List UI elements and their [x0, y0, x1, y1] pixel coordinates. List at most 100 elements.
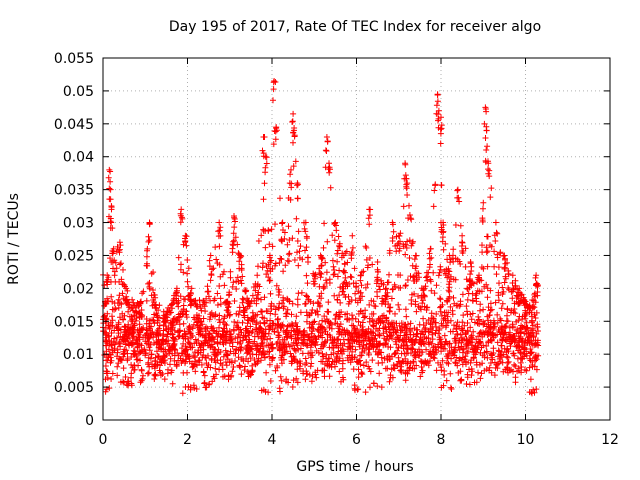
- data-point: [181, 328, 188, 335]
- data-point: [387, 304, 394, 311]
- data-point: [495, 327, 502, 333]
- data-point: [494, 311, 501, 318]
- data-point: [510, 333, 517, 340]
- data-point: [326, 169, 333, 176]
- data-point: [435, 330, 442, 337]
- data-point: [109, 370, 116, 377]
- data-point: [272, 221, 278, 228]
- data-point: [123, 329, 130, 336]
- data-point: [336, 368, 343, 375]
- data-point: [352, 290, 359, 297]
- data-point: [497, 352, 504, 359]
- data-point: [154, 348, 160, 355]
- data-point: [302, 247, 308, 254]
- data-point: [137, 349, 144, 356]
- data-point: [325, 166, 332, 172]
- data-point: [214, 290, 221, 297]
- data-point: [421, 293, 428, 300]
- data-point: [313, 374, 320, 381]
- data-point: [403, 245, 410, 251]
- data-point: [527, 376, 534, 383]
- data-point: [483, 249, 490, 256]
- data-point: [130, 347, 137, 354]
- data-point: [268, 300, 275, 307]
- data-point: [404, 192, 411, 198]
- data-point: [372, 303, 379, 310]
- data-point: [409, 262, 416, 269]
- data-point: [220, 319, 227, 326]
- data-point: [129, 318, 136, 325]
- data-point: [118, 301, 125, 308]
- data-point: [314, 299, 321, 306]
- data-point: [286, 329, 292, 336]
- data-point: [303, 244, 310, 251]
- data-point: [507, 343, 514, 350]
- data-point: [459, 250, 466, 256]
- data-point: [269, 354, 276, 361]
- data-point: [105, 174, 112, 181]
- data-point: [180, 340, 187, 347]
- data-point: [392, 350, 399, 357]
- data-point: [373, 325, 379, 332]
- x-tick-label: 12: [601, 432, 619, 448]
- data-point: [146, 279, 153, 286]
- data-point: [284, 306, 291, 313]
- data-point: [103, 368, 110, 375]
- data-point: [402, 161, 409, 168]
- data-point: [133, 302, 140, 308]
- data-point: [377, 340, 384, 347]
- data-point: [439, 234, 446, 241]
- data-point: [357, 277, 364, 284]
- data-point: [114, 346, 121, 353]
- y-tick-label: 0.045: [54, 117, 94, 133]
- data-point: [213, 371, 220, 378]
- data-point: [402, 282, 409, 289]
- data-point: [294, 182, 300, 189]
- y-axis-label: ROTI / TECUs: [6, 193, 22, 285]
- data-point: [501, 279, 508, 286]
- data-point: [333, 342, 340, 349]
- data-point: [518, 369, 525, 376]
- data-point: [418, 341, 425, 348]
- data-point: [239, 295, 246, 302]
- data-point: [109, 247, 116, 254]
- data-point: [452, 335, 459, 342]
- data-point: [103, 357, 110, 364]
- data-point: [109, 225, 116, 232]
- data-point: [216, 283, 223, 289]
- data-point: [184, 270, 191, 277]
- data-point: [143, 297, 150, 304]
- data-point: [395, 344, 402, 351]
- data-point: [311, 318, 318, 325]
- data-point: [437, 340, 444, 347]
- data-point: [456, 355, 463, 362]
- data-point: [117, 379, 124, 386]
- data-point: [151, 363, 158, 370]
- data-point: [304, 293, 310, 300]
- data-point: [410, 274, 416, 281]
- data-point: [273, 282, 280, 289]
- data-point: [401, 175, 408, 182]
- data-point: [416, 352, 423, 359]
- data-point: [224, 312, 231, 319]
- data-point: [475, 333, 482, 340]
- data-point: [203, 337, 210, 344]
- data-point: [221, 315, 228, 322]
- data-point: [336, 292, 343, 299]
- data-point: [409, 240, 416, 247]
- data-point: [502, 273, 509, 280]
- data-point: [211, 327, 218, 334]
- data-point: [214, 349, 221, 356]
- data-point: [251, 357, 258, 363]
- data-point: [426, 264, 433, 271]
- data-point: [157, 369, 164, 376]
- data-point: [408, 345, 415, 351]
- data-point: [118, 260, 124, 267]
- data-point: [473, 295, 480, 302]
- data-point: [366, 255, 373, 261]
- data-point: [359, 338, 365, 345]
- data-point: [334, 258, 341, 265]
- data-point: [162, 323, 169, 330]
- data-point: [297, 345, 304, 352]
